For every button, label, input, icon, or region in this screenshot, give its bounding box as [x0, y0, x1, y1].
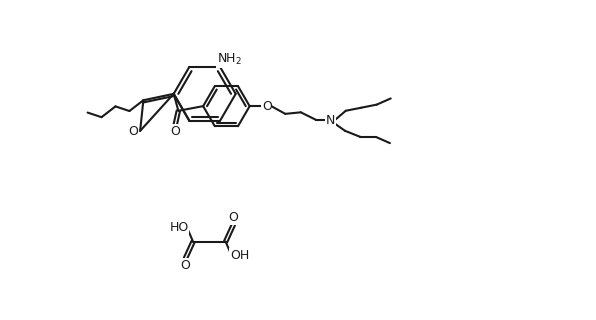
Text: HO: HO: [169, 221, 189, 234]
Text: O: O: [170, 125, 180, 138]
Text: OH: OH: [230, 249, 249, 262]
Text: NH$_2$: NH$_2$: [217, 52, 242, 67]
Text: O: O: [181, 259, 190, 272]
Text: N: N: [325, 114, 335, 126]
Text: O: O: [128, 125, 138, 138]
Text: O: O: [262, 100, 272, 113]
Text: O: O: [228, 211, 238, 224]
